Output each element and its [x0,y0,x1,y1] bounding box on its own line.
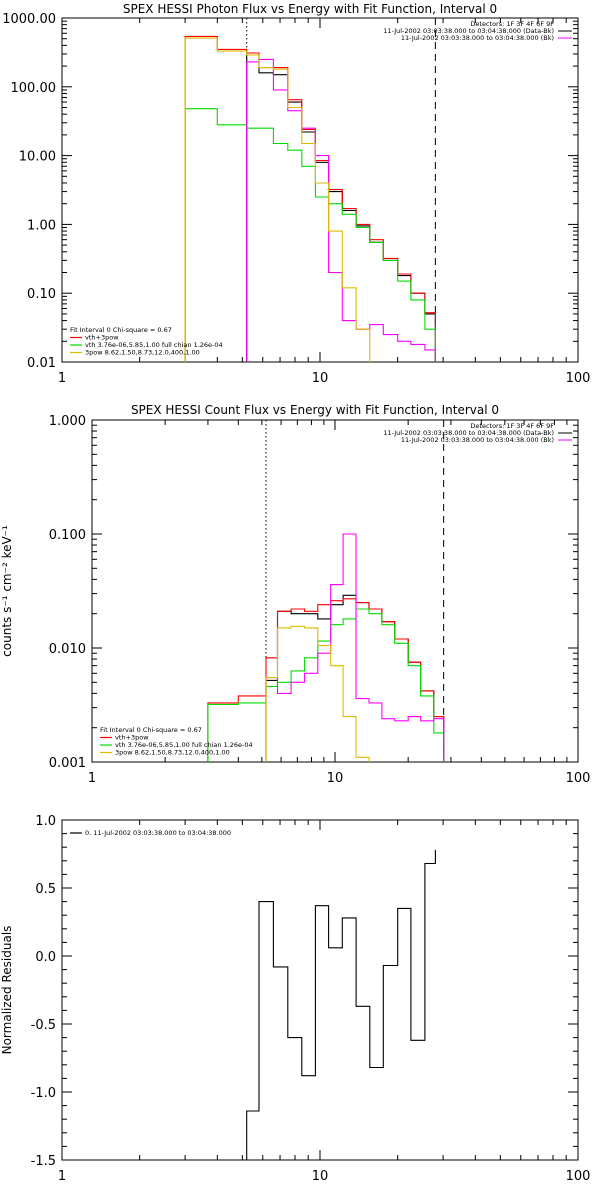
series-line-2 [207,598,445,762]
y-tick-label: 10.00 [19,150,56,165]
series-line-4 [246,58,436,362]
series-line-4 [265,533,445,762]
y-tick-label: 0.5 [35,882,56,897]
chart-title: SPEX HESSI Count Flux vs Energy with Fit… [131,403,499,417]
y-tick-label: -0.5 [31,1018,56,1033]
y-tick-label: -1.0 [31,1086,56,1101]
legend-entry: 3pow 8.62,1.50,8.73,12.0,400,1.00 [115,749,230,757]
x-tick-label: 10 [312,371,329,386]
detector-info-text: 11-Jul-2002 03:03:38.000 to 03:04:38.000… [383,429,554,437]
y-tick-label: 0.01 [27,356,56,371]
detector-info-text: Detectors: 1F 3F 4F 6F 9F [470,422,554,430]
y-tick-label: 0.001 [49,756,86,771]
series-line-1 [246,54,436,362]
y-tick-label: 0.0 [35,950,56,965]
y-tick-label: 0.010 [49,642,86,657]
chart-panel-3: 1 10 100 -1.5 -1.0 -0.5 0.0 0.5 1.0 Normalized Re… [0,814,590,1184]
x-tick-label: 100 [566,771,591,786]
x-tick-label: 10 [327,771,344,786]
series-line-5 [184,37,371,362]
legend-entry: vth 3.76e-06,5.85,1.00 full chian 1.26e-… [115,741,253,749]
legend-entry: Fit Interval 0 Chi-square = 0.67 [70,326,172,334]
y-tick-label: 1.0 [35,814,56,829]
series-line-3 [184,108,436,362]
x-tick-label: 100 [566,371,591,386]
x-tick-label: 1 [88,771,96,786]
y-axis-label: counts s⁻¹ cm⁻² keV⁻¹ [0,525,14,657]
detector-info-text: 11-Jul-2002 03:03:38.000 to 03:04:38.000… [401,34,554,42]
y-tick-label: -1.5 [31,1154,56,1169]
legend-entry: vth 3.76e-06,5.85,1.00 full chian 1.26e-… [85,341,223,349]
y-tick-label: 0.100 [49,528,86,543]
series-line-5 [265,625,370,762]
series-line-1 [246,849,436,1160]
x-tick-label: 10 [312,1169,329,1184]
x-tick-label: 1 [58,371,66,386]
series-line-3 [207,608,445,762]
y-axis-label: Normalized Residuals [0,926,14,1055]
chart-title: SPEX HESSI Photon Flux vs Energy with Fi… [123,2,497,16]
detector-info-text: Detectors: 1F 3F 4F 6F 9F [470,20,554,28]
y-tick-label: 1.00 [27,218,56,233]
legend-entry: 3pow 8.62,1.50,8.73,12.0,400,1.00 [85,349,200,357]
y-tick-label: 100.00 [11,81,57,96]
chart-panel-2: SPEX HESSI Count Flux vs Energy with Fit… [0,403,590,786]
plot-frame [61,17,579,363]
plot-frame [61,819,579,1161]
series-line-1 [265,594,445,762]
legend-entry: 0. 11-Jul-2002 03:03:38.000 to 03:04:38.… [85,829,231,837]
legend-entry: vth+3pow [85,334,119,342]
legend-entry: Fit Interval 0 Chi-square = 0.67 [100,726,202,734]
legend-entry: vth+3pow [115,734,149,742]
y-tick-label: 1.000 [49,414,86,429]
y-tick-label: 1000.00 [2,12,56,27]
plot-frame [91,419,579,763]
detector-info-text: 11-Jul-2002 03:03:38.000 to 03:04:38.000… [401,436,554,444]
detector-info-text: 11-Jul-2002 03:03:38.000 to 03:04:38.000… [383,27,554,35]
x-tick-label: 1 [58,1169,66,1184]
y-tick-label: 0.10 [27,287,56,302]
series-line-2 [184,35,436,362]
chart-panel-1: SPEX HESSI Photon Flux vs Energy with Fi… [2,2,590,386]
x-tick-label: 100 [566,1169,591,1184]
